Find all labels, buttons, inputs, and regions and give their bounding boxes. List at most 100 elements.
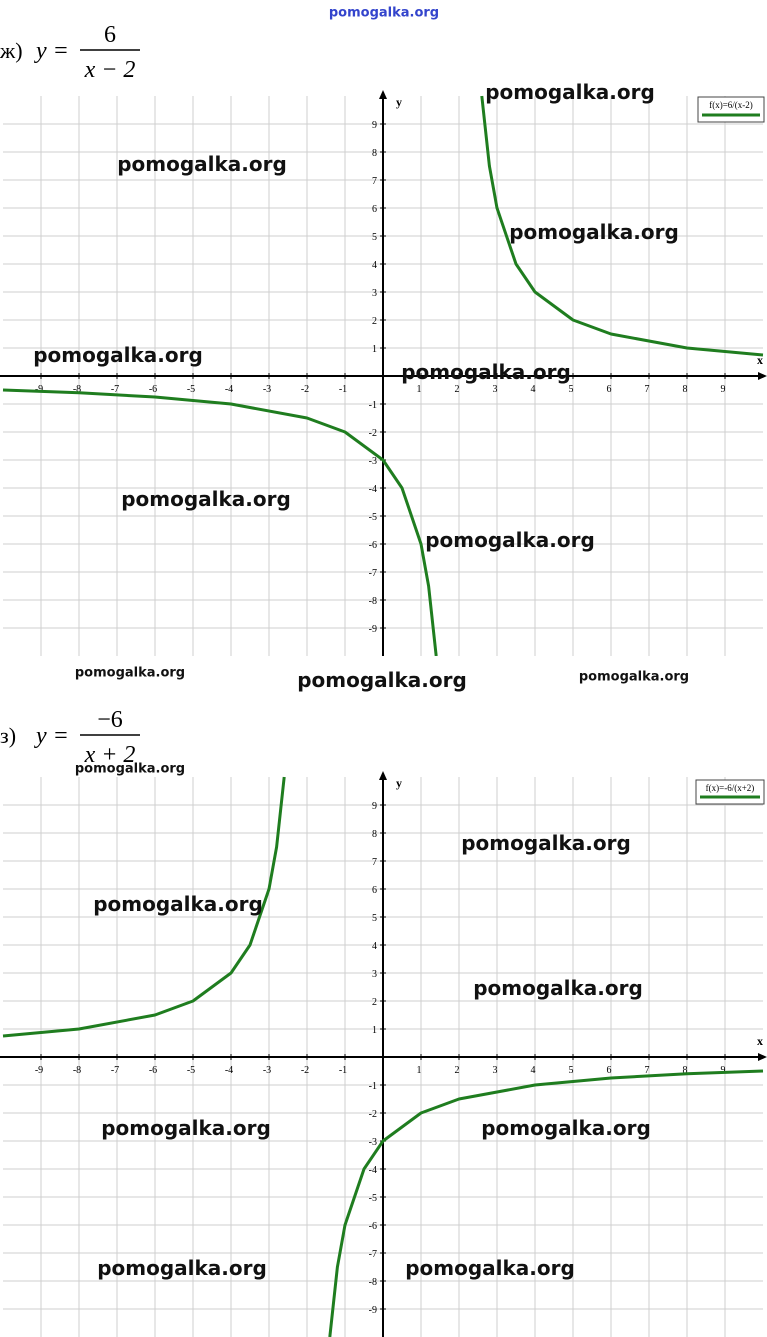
watermark: pomogalka.org xyxy=(473,976,643,1000)
x-tick-label: 9 xyxy=(721,384,726,395)
watermark: pomogalka.org xyxy=(405,1256,575,1280)
y-tick-label: 3 xyxy=(372,969,377,980)
watermark: pomogalka.org xyxy=(33,343,203,367)
y-tick-label: 1 xyxy=(372,344,377,355)
y-axis-label: y xyxy=(396,776,402,790)
x-tick-label: 3 xyxy=(493,1065,498,1076)
watermark: pomogalka.org xyxy=(329,6,439,21)
x-tick-label: 1 xyxy=(417,384,422,395)
y-tick-label: 9 xyxy=(372,120,377,131)
y-tick-label: -4 xyxy=(369,1165,377,1176)
watermark: pomogalka.org xyxy=(509,220,679,244)
y-tick-label: -9 xyxy=(369,624,377,635)
y-tick-label: -8 xyxy=(369,596,377,607)
y-tick-label: 4 xyxy=(372,260,377,271)
watermark: pomogalka.org xyxy=(117,152,287,176)
x-tick-label: 6 xyxy=(607,384,612,395)
x-tick-label: -5 xyxy=(187,1065,195,1076)
legend-box xyxy=(697,96,765,123)
y-tick-label: 9 xyxy=(372,801,377,812)
y-tick-label: 7 xyxy=(372,857,377,868)
numerator: −6 xyxy=(97,707,123,733)
watermark: pomogalka.org xyxy=(485,80,655,104)
x-tick-label: -8 xyxy=(73,1065,81,1076)
y-arrow xyxy=(379,90,387,99)
formula-lhs: y = xyxy=(34,723,69,749)
x-tick-label: -9 xyxy=(35,1065,43,1076)
y-tick-label: 7 xyxy=(372,176,377,187)
y-tick-label: -1 xyxy=(369,1081,377,1092)
watermark: pomogalka.org xyxy=(461,831,631,855)
x-tick-label: -3 xyxy=(263,1065,271,1076)
y-tick-label: 2 xyxy=(372,316,377,327)
y-tick-label: 8 xyxy=(372,829,377,840)
y-tick-label: -4 xyxy=(369,484,377,495)
function-curve xyxy=(2,776,764,1337)
legend-box xyxy=(695,779,765,805)
x-tick-label: -6 xyxy=(149,384,157,395)
watermark: pomogalka.org xyxy=(93,892,263,916)
y-tick-label: -7 xyxy=(369,568,377,579)
x-tick-label: 2 xyxy=(455,384,460,395)
y-tick-label: 1 xyxy=(372,1025,377,1036)
watermark: pomogalka.org xyxy=(101,1116,271,1140)
y-tick-label: 5 xyxy=(372,232,377,243)
x-tick-label: -2 xyxy=(301,1065,309,1076)
y-tick-label: -3 xyxy=(369,1137,377,1148)
x-tick-label: -4 xyxy=(225,384,233,395)
y-tick-label: -1 xyxy=(369,400,377,411)
x-tick-label: -5 xyxy=(187,384,195,395)
y-tick-label: -2 xyxy=(369,1109,377,1120)
watermark: pomogalka.org xyxy=(75,762,185,777)
x-tick-label: 1 xyxy=(417,1065,422,1076)
x-tick-label: -3 xyxy=(263,384,271,395)
x-tick-label: 3 xyxy=(493,384,498,395)
legend-label: f(x)=6/(x-2) xyxy=(709,100,753,110)
y-tick-label: 3 xyxy=(372,288,377,299)
x-tick-label: 5 xyxy=(569,1065,574,1076)
x-tick-label: -9 xyxy=(35,384,43,395)
y-tick-label: 8 xyxy=(372,148,377,159)
y-tick-label: -3 xyxy=(369,456,377,467)
y-tick-label: -5 xyxy=(369,512,377,523)
x-tick-label: -7 xyxy=(111,384,119,395)
x-tick-label: -1 xyxy=(339,384,347,395)
watermark: pomogalka.org xyxy=(579,670,689,685)
y-axis-label: y xyxy=(396,95,402,109)
x-arrow xyxy=(758,372,767,380)
numerator: 6 xyxy=(104,22,116,48)
x-tick-label: 4 xyxy=(531,1065,536,1076)
watermark: pomogalka.org xyxy=(425,528,595,552)
y-tick-label: -6 xyxy=(369,1221,377,1232)
watermark: pomogalka.org xyxy=(121,487,291,511)
y-tick-label: -5 xyxy=(369,1193,377,1204)
y-tick-label: -9 xyxy=(369,1305,377,1316)
x-tick-label: 9 xyxy=(721,1065,726,1076)
y-tick-label: 4 xyxy=(372,941,377,952)
x-axis-label: x xyxy=(757,353,763,367)
function-curve xyxy=(2,95,764,656)
x-tick-label: -2 xyxy=(301,384,309,395)
x-tick-label: -7 xyxy=(111,1065,119,1076)
x-tick-label: 6 xyxy=(607,1065,612,1076)
y-tick-label: -7 xyxy=(369,1249,377,1260)
x-tick-label: -6 xyxy=(149,1065,157,1076)
watermark: pomogalka.org xyxy=(97,1256,267,1280)
y-tick-label: 5 xyxy=(372,913,377,924)
denominator: x − 2 xyxy=(84,57,136,83)
watermark: pomogalka.org xyxy=(481,1116,651,1140)
x-tick-label: 2 xyxy=(455,1065,460,1076)
x-tick-label: -4 xyxy=(225,1065,233,1076)
y-tick-label: 6 xyxy=(372,885,377,896)
y-arrow xyxy=(379,771,387,780)
watermark: pomogalka.org xyxy=(297,668,467,692)
y-tick-label: -6 xyxy=(369,540,377,551)
legend-label: f(x)=-6/(x+2) xyxy=(706,783,755,793)
x-axis-label: x xyxy=(757,1034,763,1048)
x-tick-label: 4 xyxy=(531,384,536,395)
x-tick-label: -1 xyxy=(339,1065,347,1076)
y-tick-label: 6 xyxy=(372,204,377,215)
x-tick-label: 8 xyxy=(683,384,688,395)
